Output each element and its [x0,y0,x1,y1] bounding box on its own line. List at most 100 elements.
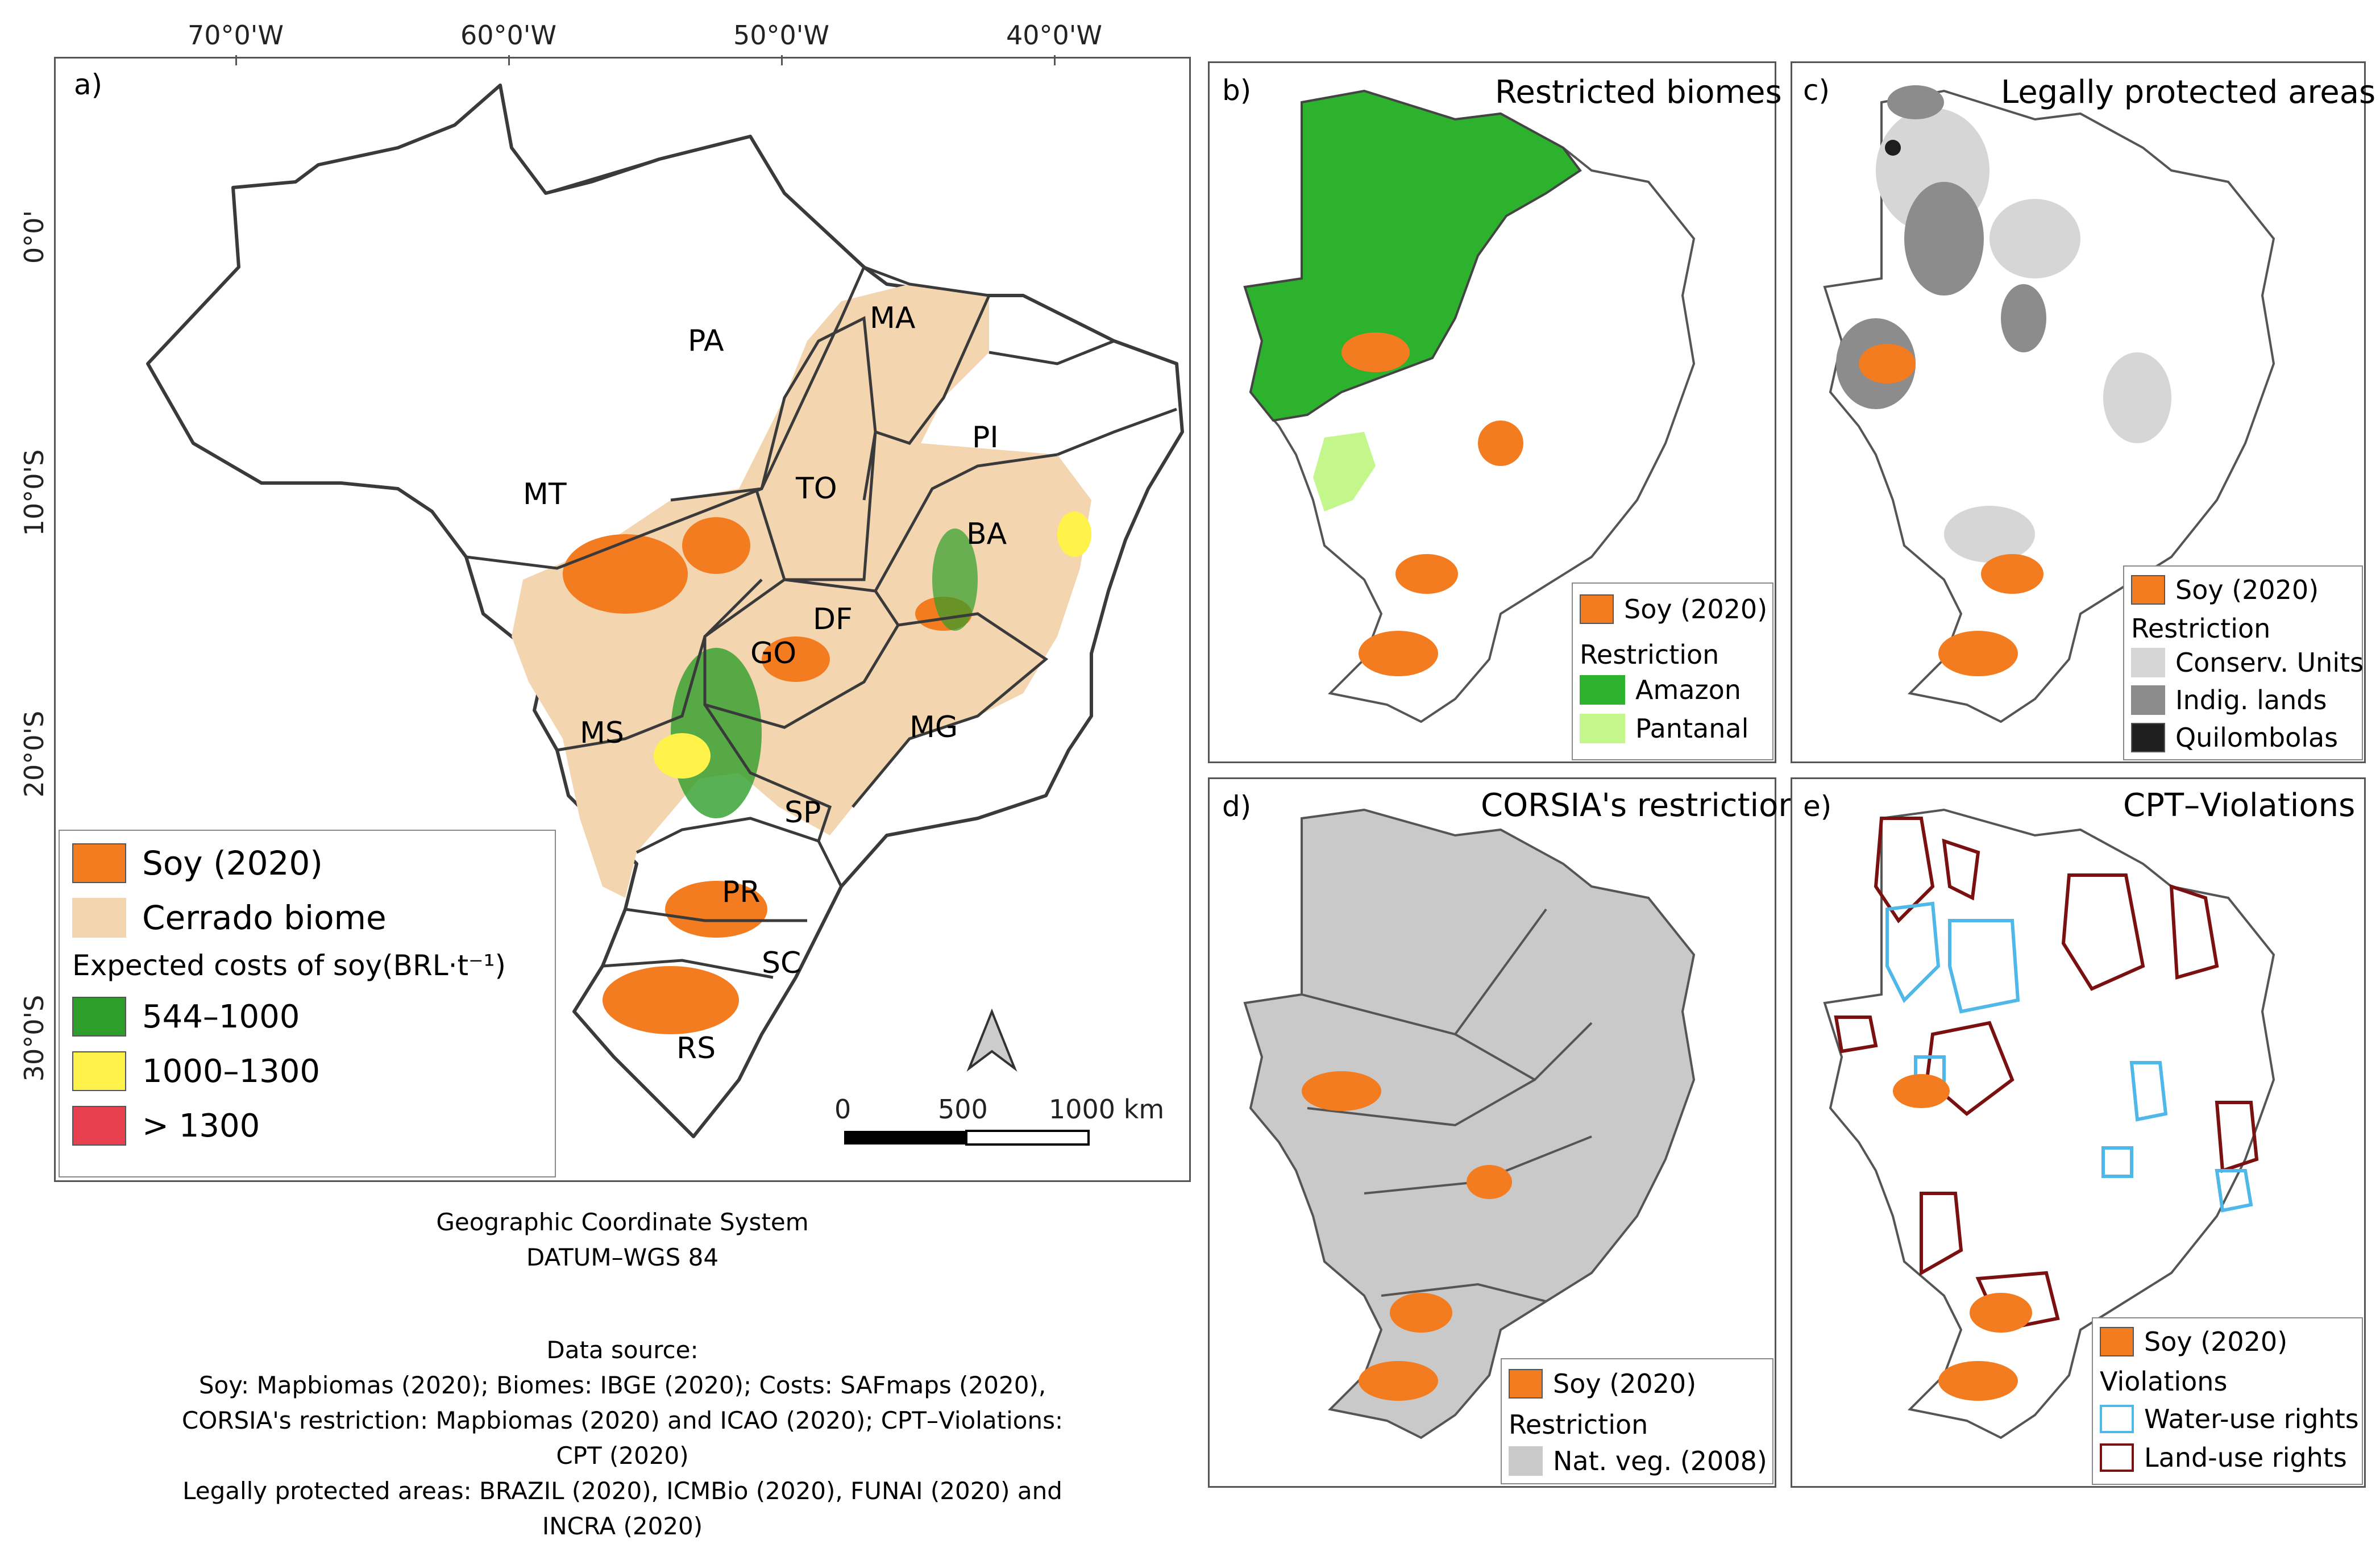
natveg-swatch [1509,1446,1543,1476]
soy-patch [1390,1293,1452,1333]
soy-patches-b [1341,332,1523,676]
c-legend-conserv: Conserv. Units [2175,647,2364,678]
soy-patches-c [1859,344,2043,676]
land-use-violation [1920,1192,1963,1276]
panel-c-label: c) [1803,74,1830,107]
soy-patch [603,966,739,1034]
water-use-swatch [2100,1405,2134,1433]
water-use-violation [2129,1061,2168,1122]
land-use-swatch [2100,1443,2134,1472]
water-use-violation [1885,901,1941,1004]
legend-cost-3-label: > 1300 [142,1107,260,1145]
water-use-violation [1948,919,2020,1014]
d-legend-soy: Soy (2020) [1553,1368,1697,1399]
conserv-unit-area [2103,352,2171,443]
state-label-df: DF [813,602,853,636]
lon-tick-label: 40°0'W [1006,20,1102,51]
b-legend-amazon: Amazon [1635,675,1741,705]
e-legend-soy-row: Soy (2020) [2100,1326,2287,1357]
state-label-pi: PI [972,421,999,455]
state-label-sc: SC [762,946,801,980]
soy-patch [1359,631,1438,676]
c-legend-soy: Soy (2020) [2175,575,2319,605]
land-use-violation [2169,884,2219,980]
legend-row-soy: Soy (2020) [72,843,323,883]
legend-row-cost-2: 1000–1300 [72,1051,320,1091]
panel-b-legend: Soy (2020) Restriction Amazon Pantanal [1572,582,1773,760]
scale-bar-black [844,1131,966,1145]
e-legend-water: Water-use rights [2144,1404,2359,1434]
land-use-violation [2061,873,2145,991]
soy-patch [1302,1071,1381,1111]
legend-cost-1-label: 544–1000 [142,998,300,1035]
b-legend-amazon-row: Amazon [1580,675,1741,705]
panel-d-label: d) [1222,790,1252,823]
legend-cerrado-label: Cerrado biome [142,898,387,937]
soy-swatch [1509,1369,1543,1399]
lon-tick-label: 60°0'W [460,20,556,51]
soy-patch [1341,332,1410,372]
panel-c-title: Legally protected areas [2001,74,2376,111]
d-legend-natveg: Nat. veg. (2008) [1553,1446,1767,1476]
land-use-violation [2215,1101,2259,1173]
data-source-note: Data source: Soy: Mapbiomas (2020); Biom… [168,1333,1077,1544]
amazon-swatch [1580,675,1625,705]
cost-red-swatch [72,1106,126,1146]
panel-e-title: CPT–Violations [2123,787,2356,824]
legend-costs-title: Expected costs of soy(BRL·t⁻¹) [72,949,506,982]
lon-tick [508,55,510,65]
soy-swatch [2100,1327,2134,1356]
soy-patch [1395,554,1458,594]
soy-patch [1938,1361,2018,1401]
quilombola-area [1885,140,1901,156]
legend-row-cost-3: > 1300 [72,1106,260,1146]
state-label-pa: PA [688,324,724,358]
lon-tick [781,55,783,65]
land-use-violation [1942,838,1980,901]
natveg-area-d [1243,808,1696,1439]
conserv-units-swatch [2131,648,2165,677]
c-legend-soy-row: Soy (2020) [2131,575,2319,605]
panel-a-label: a) [74,68,103,101]
land-use-violation [1874,817,1935,923]
soy-patches-d [1302,1071,1512,1401]
soy-patch [1981,554,2043,594]
cerrado-swatch [72,898,126,938]
soy-patch [1938,631,2018,676]
panel-b-label: b) [1222,74,1252,107]
soy-swatch [1580,594,1614,624]
e-legend-land-row: Land-use rights [2100,1442,2347,1473]
panel-d-title: CORSIA's restriction [1481,787,1799,824]
b-legend-soy: Soy (2020) [1624,594,1768,625]
indig-land-area [1904,182,1984,296]
state-label-ba: BA [966,517,1007,551]
north-arrow-icon [966,1008,1017,1072]
data-source-line: Data source: [546,1336,699,1364]
soy-patch [1859,344,1916,384]
lon-tick-label: 50°0'W [733,20,829,51]
state-label-sp: SP [784,796,821,830]
water-use-violation [2101,1146,2133,1178]
conserv-unit-area [1944,506,2035,563]
soy-patches-e [1893,1074,2032,1401]
c-legend-indig-row: Indig. lands [2131,685,2327,715]
lon-tick-label: 70°0'W [188,20,284,51]
panel-b-title: Restricted biomes [1495,74,1782,111]
pantanal-swatch [1580,714,1625,743]
indig-lands-swatch [2131,685,2165,715]
conserv-unit-area [1989,199,2080,278]
indig-land-area [2001,284,2046,352]
scale-label: 0 [834,1094,852,1125]
water-use-violation [2215,1169,2253,1213]
b-legend-heading: Restriction [1580,639,1719,670]
panel-e-label: e) [1803,790,1832,823]
panel-d-legend: Soy (2020) Restriction Nat. veg. (2008) [1501,1358,1773,1484]
c-legend-conserv-row: Conserv. Units [2131,647,2364,678]
legend-row-cerrado: Cerrado biome [72,898,387,938]
coordinate-system-note: Geographic Coordinate System DATUM–WGS 8… [168,1205,1077,1275]
legend-cost-2-label: 1000–1300 [142,1052,321,1090]
